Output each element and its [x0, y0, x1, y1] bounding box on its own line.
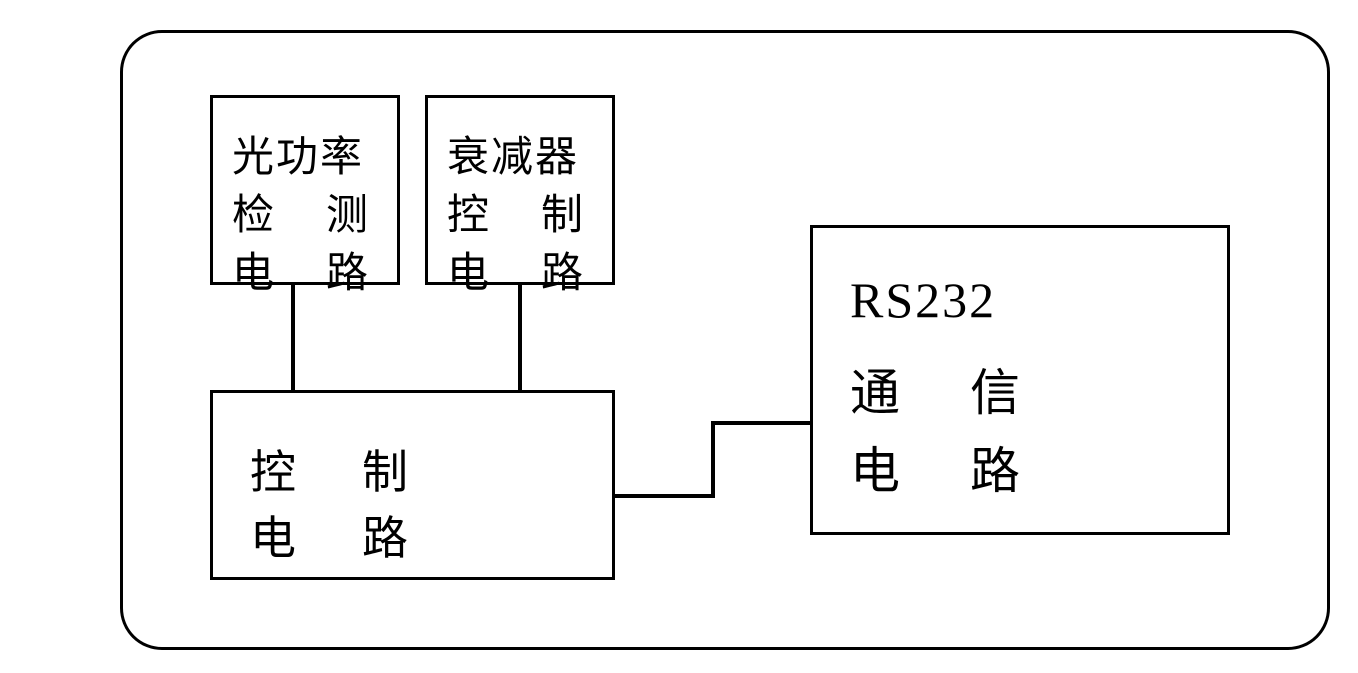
- connector-2-seg-1: [711, 421, 715, 498]
- node-power_detect-line-1: 检 测: [232, 181, 370, 242]
- node-ctrl-line-0: 控 制: [250, 436, 412, 502]
- connector-2-seg-2: [711, 421, 811, 425]
- node-power_detect-line-2: 电 路: [232, 239, 370, 300]
- node-atten_ctrl-line-0: 衰减器: [447, 123, 579, 184]
- node-atten_ctrl-line-2: 电 路: [447, 239, 585, 300]
- connector-0-seg-0: [291, 285, 295, 391]
- node-rs232-line-0: RS232: [850, 271, 996, 329]
- node-rs232-line-2: 电 路: [850, 431, 1024, 503]
- connector-1-seg-0: [518, 285, 522, 391]
- node-atten_ctrl-line-1: 控 制: [447, 181, 585, 242]
- node-ctrl-line-1: 电 路: [250, 502, 412, 568]
- node-power_detect-line-0: 光功率: [232, 123, 364, 184]
- node-rs232-line-1: 通 信: [850, 353, 1024, 425]
- connector-2-seg-0: [615, 494, 715, 498]
